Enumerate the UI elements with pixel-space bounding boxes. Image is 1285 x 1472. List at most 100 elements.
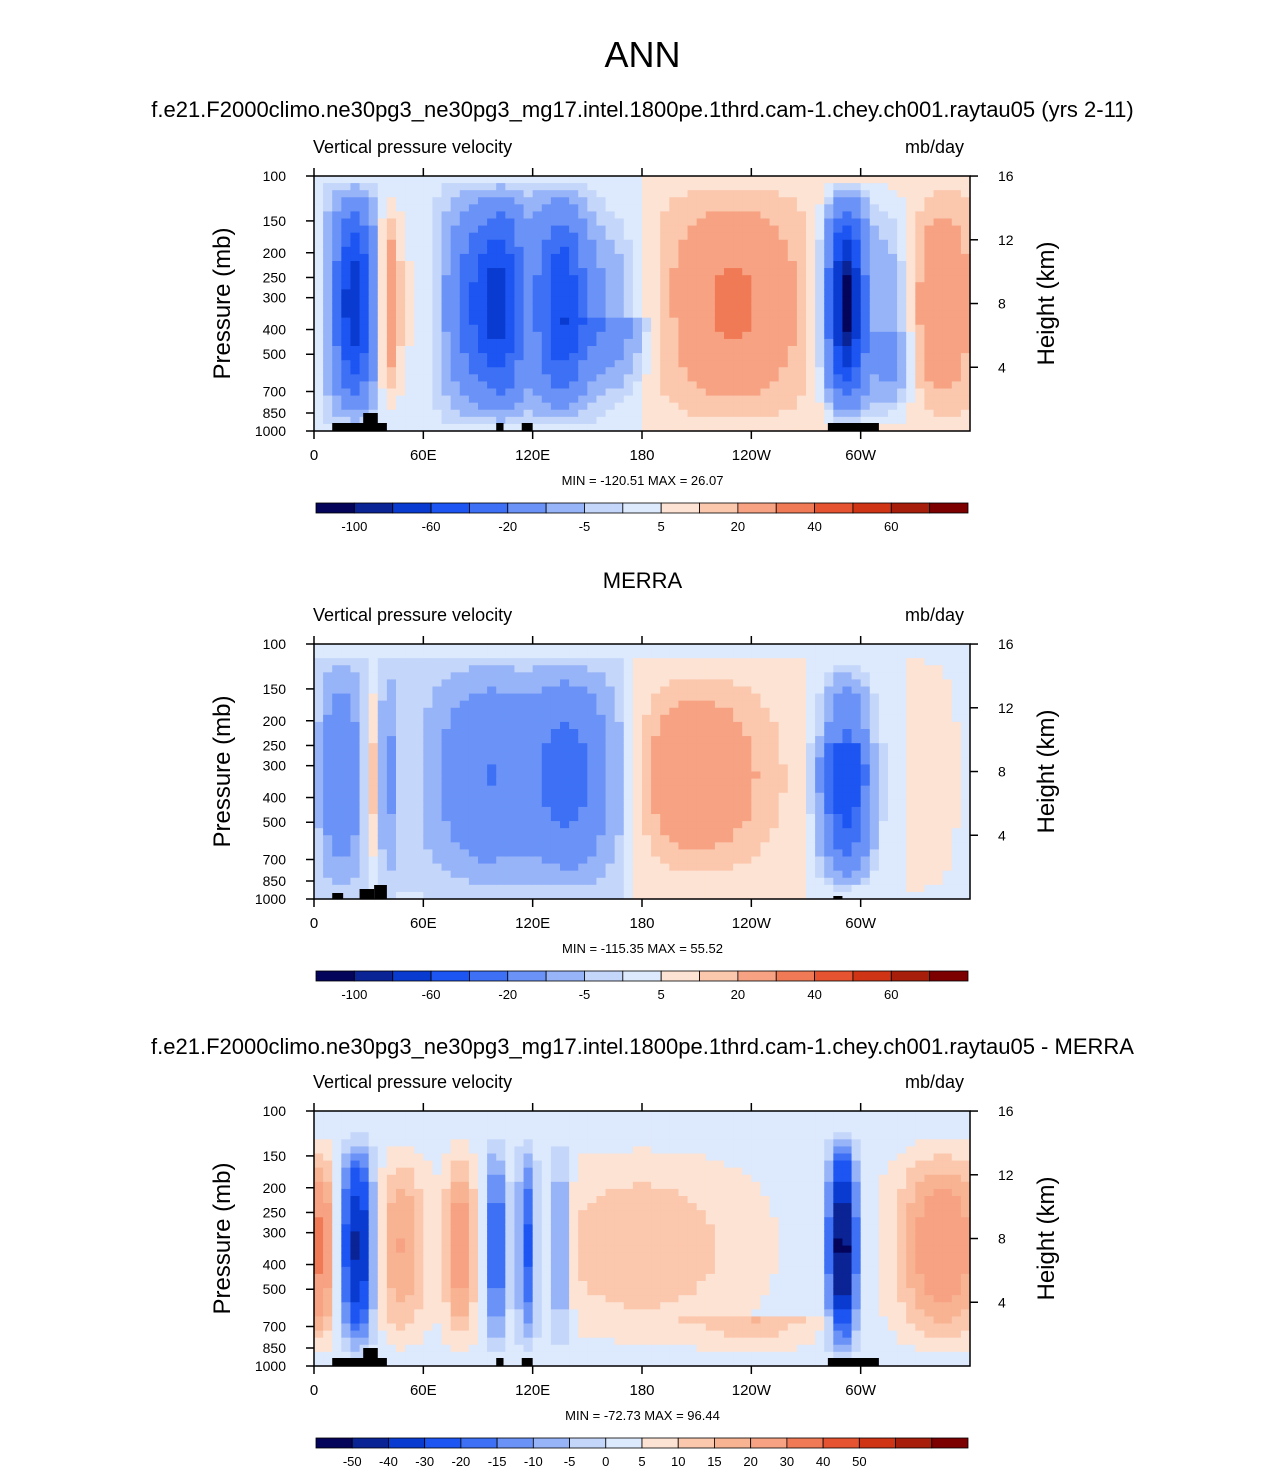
heatmap-cell [496,693,506,702]
heatmap-cell [678,736,689,744]
heatmap-cell [323,416,333,425]
heatmap-cell [450,700,461,709]
heatmap-cell [550,218,561,227]
heatmap-cell [660,268,670,276]
heatmap-cell [523,778,534,787]
heatmap-cell [523,402,534,411]
heatmap-cell [377,658,388,666]
heatmap-cell [514,750,525,758]
heatmap-cell [860,176,871,184]
heatmap-cell [933,268,944,276]
heatmap-cell [405,736,415,744]
heatmap-cell [796,707,807,716]
heatmap-cell [487,331,497,340]
heatmap-cell [314,324,324,333]
heatmap-cell [569,700,579,709]
heatmap-cell [787,381,798,390]
heatmap-cell [796,211,807,220]
heatmap-cell [423,374,434,383]
heatmap-cell [350,409,361,418]
heatmap-cell [869,324,880,333]
heatmap-cell [860,289,871,298]
colorbar-label: -5 [579,519,591,534]
heatmap-cell [541,204,552,213]
heatmap-cell [660,246,670,255]
heatmap-cell [614,757,625,766]
heatmap-cell [915,324,926,333]
heatmap-cell [915,282,926,290]
heatmap-cell [951,374,962,383]
heatmap-cell [906,331,916,340]
heatmap-cell [669,821,680,829]
heatmap-cell [897,331,907,340]
heatmap-cell [733,658,743,666]
heatmap-cell [742,849,752,858]
heatmap-cell [742,764,752,773]
heatmap-cell [733,211,743,220]
heatmap-cell [705,338,716,347]
heatmap-cell [869,814,880,822]
heatmap-cell [578,232,588,241]
heatmap-cell [623,721,634,730]
heatmap-cell [623,686,634,695]
heatmap-cell [733,870,743,879]
heatmap-cell [541,721,552,730]
heatmap-cell [414,346,424,354]
heatmap-cell [405,218,415,227]
heatmap-cell [377,707,388,716]
heatmap-cell [541,835,552,843]
heatmap-cell [751,877,762,886]
heatmap-cell [614,743,625,751]
heatmap-cell [796,367,807,375]
heatmap-cell [459,218,470,227]
heatmap-cell [851,856,862,865]
heatmap-cell [487,176,497,184]
heatmap-cell [341,693,352,702]
heatmap-cell [869,388,880,397]
heatmap-cell [496,176,506,184]
heatmap-cell [878,296,889,305]
heatmap-cell [514,686,525,695]
heatmap-cell [714,835,725,843]
heatmap-cell [386,884,397,893]
heatmap-cell [642,729,652,737]
heatmap-cell [468,388,479,397]
heatmap-cell [769,891,780,900]
heatmap-cell [605,849,616,858]
heatmap-cell [396,402,406,411]
heatmap-cell [605,835,616,843]
heatmap-cell [314,268,324,276]
heatmap-cell [888,253,898,262]
heatmap-cell [478,644,488,652]
heatmap-cell [368,750,379,758]
heatmap-cell [796,282,807,290]
heatmap-cell [787,211,798,220]
heatmap-cell [541,183,552,191]
heatmap-cell [396,275,406,283]
heatmap-cell [687,225,698,234]
heatmap-cell [842,771,853,780]
heatmap-cell [705,644,716,652]
heatmap-cell [350,253,361,262]
heatmap-cell [560,792,570,801]
heatmap-cell [523,814,534,822]
heatmap-cell [532,778,543,787]
heatmap-cell [459,806,470,815]
heatmap-cell [851,261,862,269]
heatmap-cell [505,211,516,220]
heatmap-cell [869,232,880,241]
heatmap-cell [359,658,370,666]
heatmap-cell [432,374,443,383]
heatmap-cell [596,792,607,801]
heatmap-cell [897,225,907,234]
heatmap-cell [405,877,415,886]
heatmap-cell [897,268,907,276]
heatmap-cell [651,246,661,255]
heatmap-cell [368,331,379,340]
heatmap-cell [514,381,525,390]
heatmap-cell [678,261,689,269]
heatmap-cell [824,409,834,418]
heatmap-cell [487,693,497,702]
heatmap-cell [660,310,670,319]
heatmap-cell [487,665,497,673]
